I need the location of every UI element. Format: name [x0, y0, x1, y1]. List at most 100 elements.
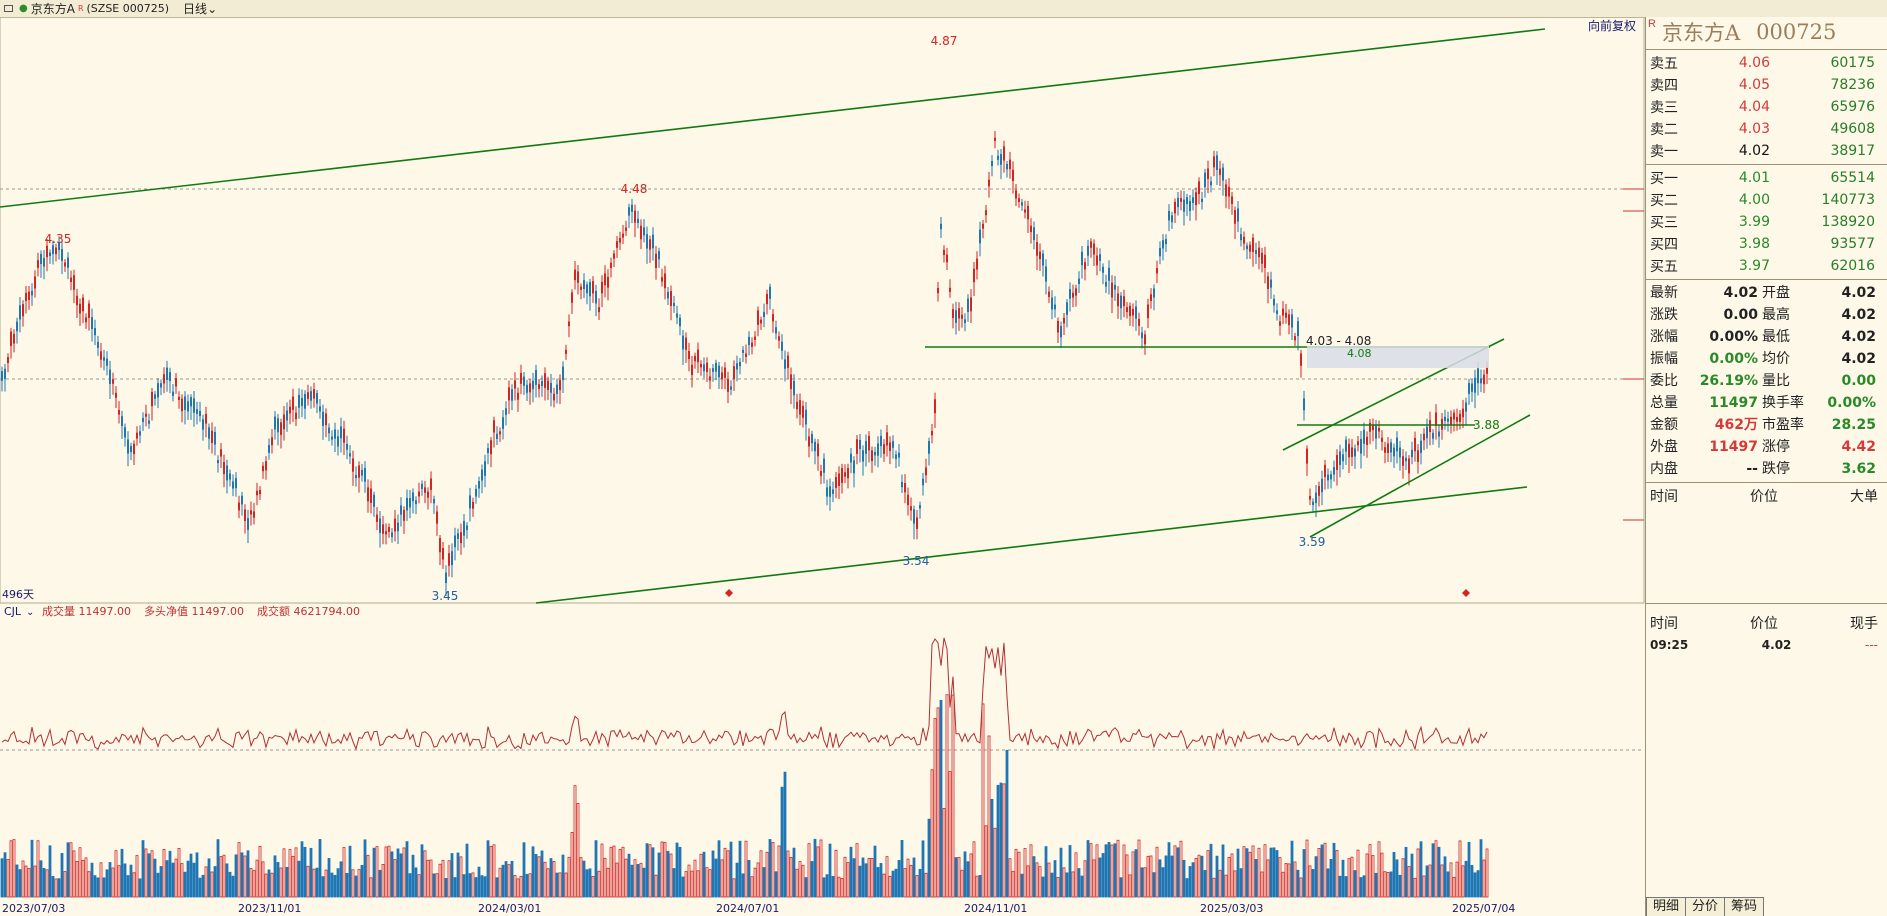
indicator-name[interactable]: CJL — [4, 605, 22, 618]
candle-body — [265, 461, 267, 471]
volume-bar — [267, 869, 271, 898]
chevron-down-icon[interactable]: ⌄ — [207, 1, 218, 16]
candle-body — [1048, 291, 1050, 298]
tab-chips[interactable]: 筹码 — [1724, 897, 1765, 916]
volume-bar — [126, 875, 130, 898]
volume-bar — [1095, 844, 1099, 898]
book-price[interactable]: 4.03 — [1738, 121, 1770, 137]
candle-body — [1450, 416, 1452, 425]
volume-bar — [798, 861, 802, 898]
volume-bar — [297, 860, 301, 898]
book-row: 买二 4.00 140773 — [1646, 189, 1887, 211]
volume-bar — [141, 840, 145, 898]
volume-bar — [885, 856, 889, 898]
book-price[interactable]: 3.98 — [1738, 236, 1770, 252]
volume-bar — [6, 859, 10, 898]
candle-body — [1222, 167, 1224, 181]
candle-body — [1102, 266, 1104, 273]
candle-body — [1117, 293, 1119, 307]
volume-bar — [1197, 854, 1201, 898]
book-volume: 78236 — [1830, 77, 1875, 93]
candle-body — [202, 419, 204, 430]
book-price[interactable]: 3.97 — [1738, 258, 1770, 274]
candle-body — [1033, 227, 1035, 241]
volume-bar — [306, 865, 310, 898]
book-price[interactable]: 4.00 — [1738, 192, 1770, 208]
candle-body — [1204, 172, 1206, 188]
volume-bar — [459, 856, 463, 898]
candle-body — [151, 391, 153, 407]
candle-body — [1453, 412, 1455, 420]
volume-bar — [777, 845, 781, 898]
candle-body — [1063, 317, 1065, 324]
volume-bar — [1437, 846, 1441, 898]
candle-body — [1051, 297, 1053, 310]
volume-bar — [1068, 845, 1072, 898]
candle-body — [124, 427, 126, 438]
col-hand: 现手 — [1850, 616, 1878, 632]
volume-bar — [807, 843, 811, 898]
candle-body — [826, 487, 828, 497]
volume-bar — [1389, 871, 1393, 898]
book-price[interactable]: 4.05 — [1738, 77, 1770, 93]
candle-body — [901, 481, 903, 488]
volume-bar — [1413, 877, 1417, 898]
volume-bar — [312, 868, 316, 898]
tab-detail[interactable]: 明细 — [1646, 897, 1687, 916]
book-price[interactable]: 3.99 — [1738, 214, 1770, 230]
volume-bar — [579, 857, 583, 898]
book-price[interactable]: 4.01 — [1738, 170, 1770, 186]
volume-bar — [720, 859, 724, 898]
candle-body — [877, 443, 879, 456]
candle-body — [1240, 234, 1242, 241]
candle-body — [1318, 486, 1320, 496]
volume-bar — [279, 867, 283, 898]
volume-bar — [951, 694, 955, 898]
volume-bar — [930, 769, 934, 898]
volume-bar — [753, 867, 757, 898]
candle-body — [289, 406, 291, 414]
volume-bar — [783, 771, 787, 898]
candle-body — [382, 524, 384, 534]
window-icon[interactable] — [4, 5, 13, 12]
date-tick: 2024/07/01 — [716, 902, 779, 915]
candle-body — [805, 409, 807, 425]
volume-bar — [276, 862, 280, 898]
book-label: 卖五 — [1650, 56, 1678, 72]
candle-body — [376, 514, 378, 522]
candle-body — [1342, 454, 1344, 462]
volume-bar — [237, 842, 241, 898]
candle-body — [760, 319, 762, 324]
book-price[interactable]: 4.02 — [1738, 143, 1770, 159]
book-price[interactable]: 4.04 — [1738, 99, 1770, 115]
stat-label: 均价 — [1762, 351, 1790, 367]
forward-adjust-button[interactable]: 向前复权 — [1588, 18, 1636, 33]
volume-bar — [516, 878, 520, 898]
volume-bar — [1311, 869, 1315, 898]
period-selector[interactable]: 日线 — [183, 2, 208, 16]
volume-bar — [600, 843, 604, 898]
candle-body — [361, 469, 363, 476]
volume-bar — [1365, 853, 1369, 898]
candle-body — [886, 432, 888, 446]
book-price[interactable]: 4.06 — [1738, 55, 1770, 71]
candlestick-series — [1, 131, 1488, 596]
candle-body — [1279, 321, 1281, 326]
trend-lines[interactable] — [0, 28, 1546, 604]
volume-bar — [1128, 874, 1132, 898]
label-range: 4.03 - 4.08 — [1306, 334, 1371, 348]
volume-bar — [195, 852, 199, 898]
chevron-down-icon[interactable]: ⌄ — [26, 607, 34, 618]
volume-bar — [726, 850, 730, 898]
volume-bar — [606, 867, 610, 898]
candle-body — [1171, 215, 1173, 223]
candle-body — [1093, 243, 1095, 255]
volume-bar — [1167, 842, 1171, 898]
volume-bar — [447, 860, 451, 898]
chart-area[interactable]: 4.87 4.48 4.35 3.45 3.54 3.59 3.88 4.03 … — [0, 17, 1645, 916]
candle-body — [1174, 201, 1176, 214]
tab-price-dist[interactable]: 分价 — [1685, 897, 1726, 916]
candle-body — [604, 273, 606, 286]
candle-body — [652, 234, 654, 249]
volume-bar — [1263, 844, 1267, 898]
